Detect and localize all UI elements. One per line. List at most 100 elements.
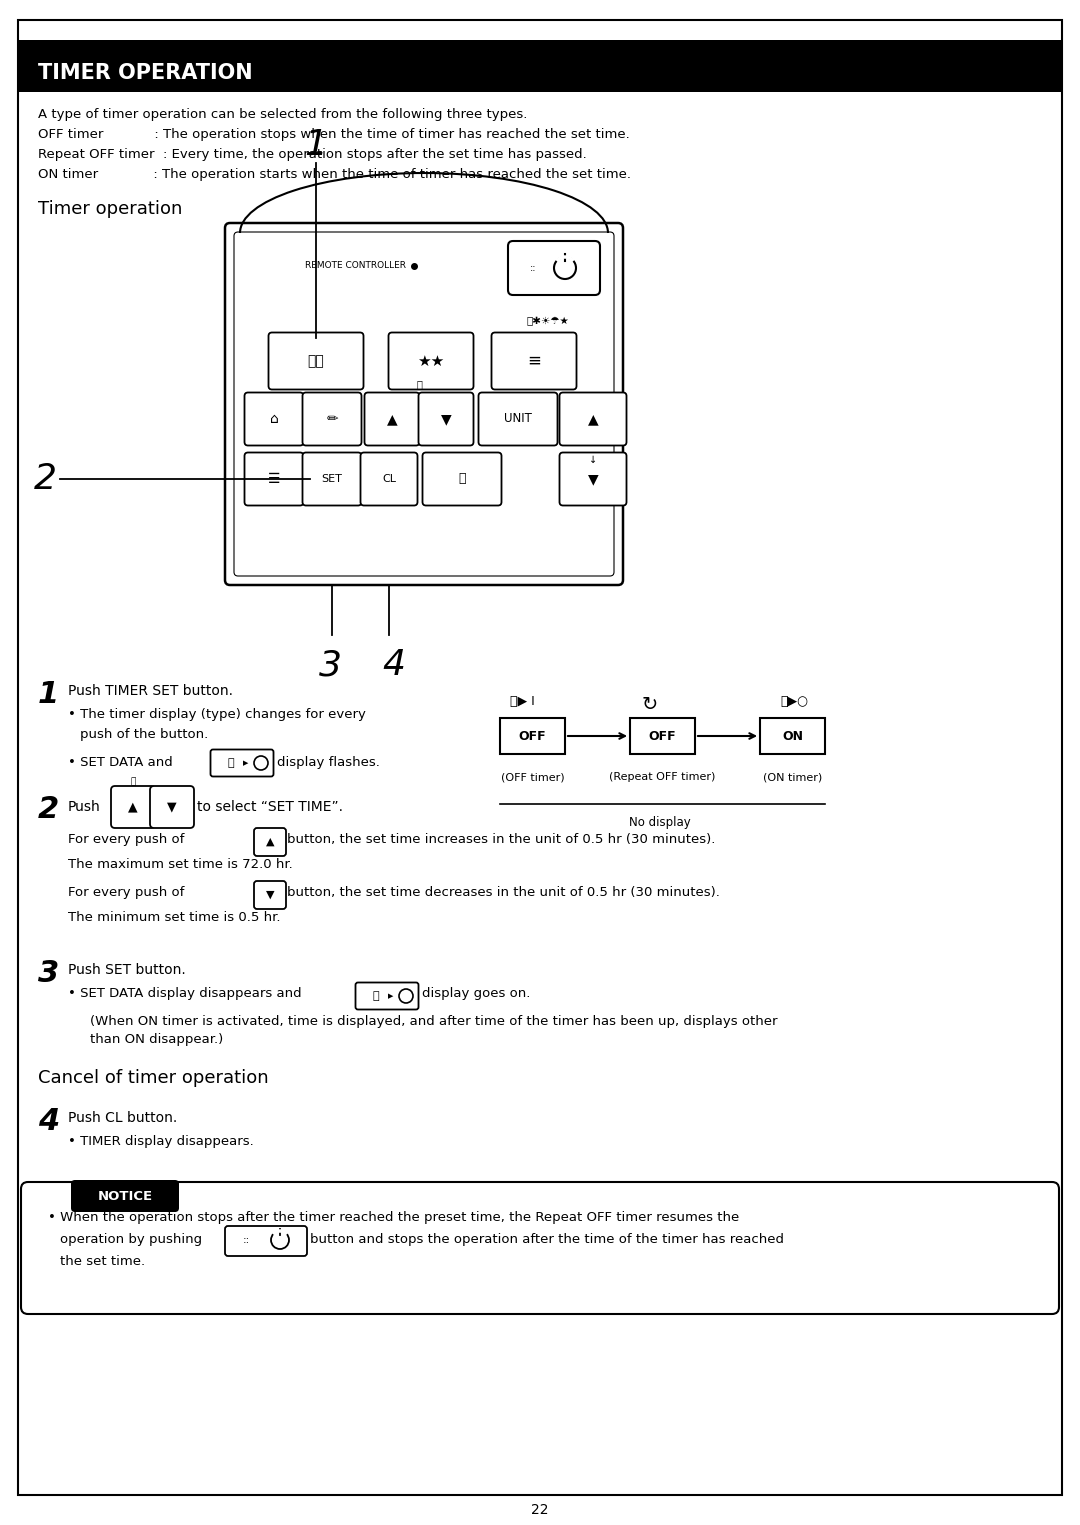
Text: No display: No display — [630, 816, 691, 830]
Text: The minimum set time is 0.5 hr.: The minimum set time is 0.5 hr. — [68, 910, 281, 924]
Bar — [18, 40, 1062, 92]
Text: ⌛: ⌛ — [458, 473, 465, 485]
Text: button, the set time decreases in the unit of 0.5 hr (30 minutes).: button, the set time decreases in the un… — [287, 886, 720, 900]
Text: ⏲⏻: ⏲⏻ — [308, 354, 324, 368]
Text: ▼: ▼ — [266, 891, 274, 900]
FancyBboxPatch shape — [365, 392, 419, 445]
FancyBboxPatch shape — [269, 332, 364, 389]
Text: For every push of: For every push of — [68, 833, 185, 846]
Text: push of the button.: push of the button. — [80, 727, 208, 741]
Text: (OFF timer): (OFF timer) — [501, 772, 565, 782]
Text: For every push of: For every push of — [68, 886, 185, 900]
Text: TIMER OPERATION: TIMER OPERATION — [38, 63, 253, 82]
FancyBboxPatch shape — [355, 982, 419, 1010]
FancyBboxPatch shape — [389, 332, 473, 389]
Bar — [760, 718, 825, 753]
Text: UNIT: UNIT — [504, 412, 532, 425]
Text: display flashes.: display flashes. — [276, 756, 380, 769]
FancyBboxPatch shape — [71, 1180, 179, 1212]
Text: 1: 1 — [38, 680, 59, 709]
Text: A type of timer operation can be selected from the following three types.: A type of timer operation can be selecte… — [38, 108, 527, 120]
Text: ▲: ▲ — [588, 412, 598, 425]
Text: ON timer             : The operation starts when the time of timer has reached t: ON timer : The operation starts when the… — [38, 168, 631, 181]
Bar — [630, 718, 696, 753]
Text: Repeat OFF timer  : Every time, the operation stops after the set time has passe: Repeat OFF timer : Every time, the opera… — [38, 148, 586, 162]
Text: (Repeat OFF timer): (Repeat OFF timer) — [609, 772, 716, 782]
Text: 3: 3 — [319, 648, 341, 682]
Text: ⏱: ⏱ — [131, 778, 136, 787]
FancyBboxPatch shape — [225, 1226, 307, 1257]
FancyBboxPatch shape — [254, 828, 286, 856]
Text: OFF timer            : The operation stops when the time of timer has reached th: OFF timer : The operation stops when the… — [38, 128, 630, 140]
Text: ✏: ✏ — [326, 412, 338, 425]
Text: (ON timer): (ON timer) — [762, 772, 822, 782]
Text: • When the operation stops after the timer reached the preset time, the Repeat O: • When the operation stops after the tim… — [48, 1211, 739, 1225]
Text: 22: 22 — [531, 1504, 549, 1517]
FancyBboxPatch shape — [559, 453, 626, 505]
FancyBboxPatch shape — [111, 785, 156, 828]
Text: • SET DATA display disappears and: • SET DATA display disappears and — [68, 987, 301, 1000]
Text: 3: 3 — [38, 959, 59, 988]
Text: OFF: OFF — [649, 729, 676, 743]
Text: ON: ON — [782, 729, 804, 743]
Text: operation by pushing: operation by pushing — [60, 1234, 202, 1246]
Text: • SET DATA and: • SET DATA and — [68, 756, 173, 769]
FancyBboxPatch shape — [302, 453, 362, 505]
Text: • The timer display (type) changes for every: • The timer display (type) changes for e… — [68, 708, 366, 721]
Text: Push CL button.: Push CL button. — [68, 1112, 177, 1125]
Text: 2: 2 — [38, 795, 59, 824]
FancyBboxPatch shape — [244, 453, 303, 505]
Text: to select “SET TIME”.: to select “SET TIME”. — [197, 801, 343, 814]
FancyBboxPatch shape — [559, 392, 626, 445]
Text: ⌂: ⌂ — [270, 412, 279, 425]
FancyBboxPatch shape — [508, 241, 600, 294]
Text: Push: Push — [68, 801, 100, 814]
Text: ▶: ▶ — [389, 993, 394, 999]
Text: ▼: ▼ — [441, 412, 451, 425]
Text: NOTICE: NOTICE — [97, 1190, 152, 1203]
FancyBboxPatch shape — [478, 392, 557, 445]
Text: ▲: ▲ — [129, 801, 138, 813]
Text: ↓: ↓ — [589, 454, 597, 465]
Text: The maximum set time is 72.0 hr.: The maximum set time is 72.0 hr. — [68, 859, 293, 871]
Text: Push SET button.: Push SET button. — [68, 962, 186, 978]
Text: ::: :: — [242, 1235, 249, 1244]
FancyBboxPatch shape — [225, 223, 623, 586]
Text: 4: 4 — [38, 1107, 59, 1136]
FancyBboxPatch shape — [150, 785, 194, 828]
FancyBboxPatch shape — [244, 392, 303, 445]
Text: ★★: ★★ — [417, 354, 445, 369]
Text: 2: 2 — [33, 462, 56, 496]
FancyBboxPatch shape — [21, 1182, 1059, 1315]
Text: Timer operation: Timer operation — [38, 200, 183, 218]
FancyBboxPatch shape — [254, 881, 286, 909]
FancyBboxPatch shape — [419, 392, 473, 445]
Text: ::: :: — [530, 262, 537, 273]
Text: button and stops the operation after the time of the timer has reached: button and stops the operation after the… — [310, 1234, 784, 1246]
FancyBboxPatch shape — [491, 332, 577, 389]
Text: CL: CL — [382, 474, 396, 483]
Text: the set time.: the set time. — [60, 1255, 145, 1267]
Text: OFF: OFF — [518, 729, 546, 743]
Text: REMOTE CONTROLLER: REMOTE CONTROLLER — [305, 261, 406, 270]
Text: Cancel of timer operation: Cancel of timer operation — [38, 1069, 269, 1087]
Text: ▼: ▼ — [167, 801, 177, 813]
Text: Push TIMER SET button.: Push TIMER SET button. — [68, 685, 233, 698]
Text: 1: 1 — [305, 128, 327, 162]
FancyBboxPatch shape — [422, 453, 501, 505]
Text: ≡: ≡ — [527, 352, 541, 371]
Text: SET: SET — [322, 474, 342, 483]
FancyBboxPatch shape — [302, 392, 362, 445]
Bar — [500, 718, 565, 753]
Text: ▲: ▲ — [387, 412, 397, 425]
Text: (When ON timer is activated, time is displayed, and after time of the timer has : (When ON timer is activated, time is dis… — [90, 1016, 778, 1028]
Text: ⏲▶ I: ⏲▶ I — [510, 695, 535, 708]
Text: ⏲: ⏲ — [228, 758, 234, 769]
Text: ▶: ▶ — [243, 759, 248, 766]
Text: display goes on.: display goes on. — [422, 987, 530, 1000]
FancyBboxPatch shape — [361, 453, 418, 505]
Text: Ⓐ✱☀☂★: Ⓐ✱☀☂★ — [527, 316, 569, 326]
Text: 4: 4 — [382, 648, 405, 682]
FancyBboxPatch shape — [211, 749, 273, 776]
Text: ⏲▶○: ⏲▶○ — [780, 695, 808, 708]
